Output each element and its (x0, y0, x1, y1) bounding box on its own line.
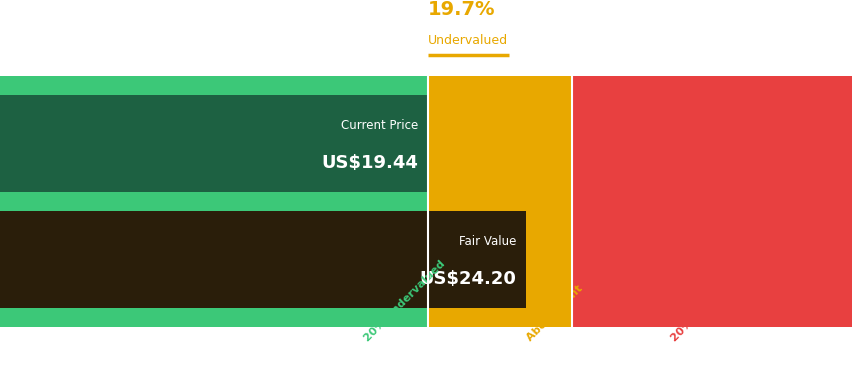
Bar (0, 76, 428, 327)
Text: 19.7%: 19.7% (428, 0, 495, 19)
Text: Undervalued: Undervalued (428, 35, 508, 48)
Text: 20% Undervalued: 20% Undervalued (362, 259, 446, 344)
Text: US$19.44: US$19.44 (320, 154, 417, 172)
Text: 20% Overvalued: 20% Overvalued (669, 264, 748, 344)
Bar (0, 95, 428, 192)
Text: About Right: About Right (524, 284, 584, 344)
Text: US$24.20: US$24.20 (418, 270, 515, 288)
Bar (0, 211, 526, 308)
Bar (428, 76, 571, 327)
Text: Current Price: Current Price (340, 119, 417, 132)
Bar (571, 76, 852, 327)
Text: Fair Value: Fair Value (458, 235, 515, 249)
